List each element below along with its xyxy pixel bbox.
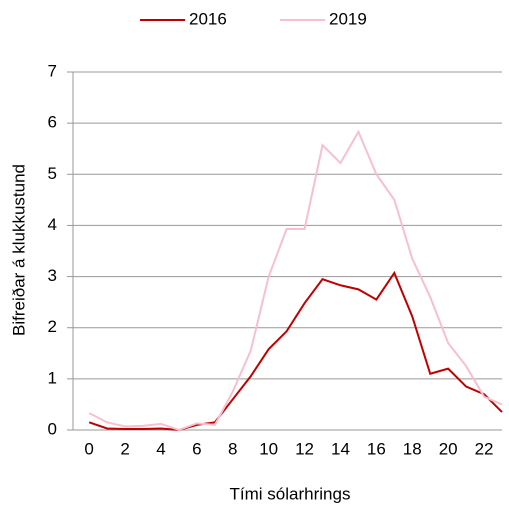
x-tick-label: 4	[156, 439, 165, 458]
x-tick-label: 8	[228, 439, 237, 458]
y-tick-label: 1	[48, 368, 57, 387]
x-tick-label: 14	[331, 439, 350, 458]
x-tick-label: 12	[295, 439, 314, 458]
x-tick-label: 0	[84, 439, 93, 458]
y-axis-label: Bifreiðar á klukkustund	[9, 164, 28, 336]
y-tick-label: 5	[48, 164, 57, 183]
y-tick-label: 0	[48, 419, 57, 438]
x-axis-label: Tími sólarhrings	[230, 484, 351, 503]
y-tick-label: 7	[48, 61, 57, 80]
y-tick-label: 4	[48, 215, 57, 234]
series-line	[88, 270, 503, 432]
y-tick-label: 3	[48, 266, 57, 285]
series-line	[88, 129, 503, 432]
x-tick-label: 6	[192, 439, 201, 458]
x-tick-label: 18	[403, 439, 422, 458]
legend-label: 2019	[329, 9, 367, 28]
legend-label: 2016	[189, 9, 227, 28]
y-tick-label: 6	[48, 113, 57, 132]
x-tick-label: 20	[439, 439, 458, 458]
x-tick-label: 22	[475, 439, 494, 458]
x-tick-label: 2	[120, 439, 129, 458]
y-tick-label: 2	[48, 317, 57, 336]
x-tick-label: 10	[259, 439, 278, 458]
x-tick-label: 16	[367, 439, 386, 458]
